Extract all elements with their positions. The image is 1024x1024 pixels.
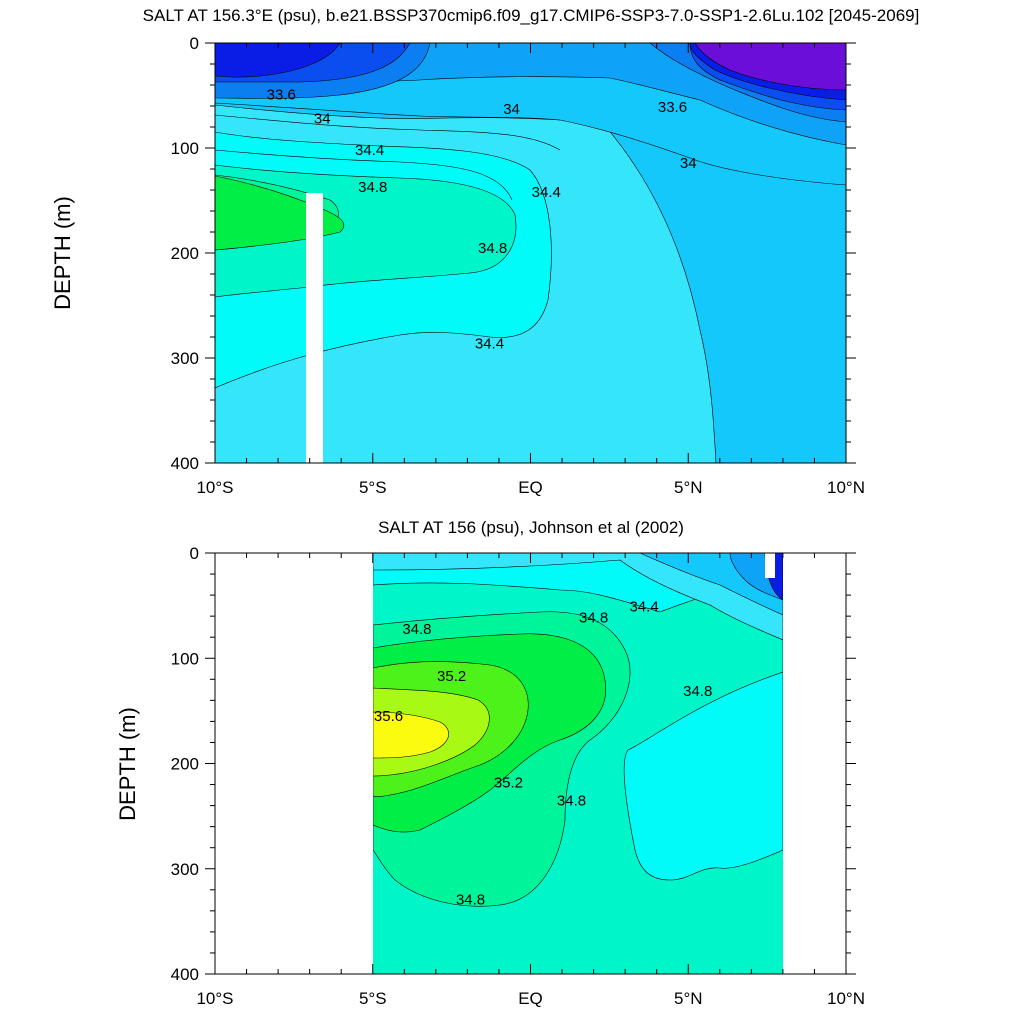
contour-label: 34.8 <box>579 609 608 626</box>
contour-label: 34.4 <box>475 335 504 352</box>
y-tick-label: 0 <box>190 544 199 563</box>
bottom-contour-labels: 34.8 34.8 34.4 34.8 35.2 35.6 35.2 34.8 34.8 <box>374 599 712 909</box>
y-tick-label: 200 <box>171 244 199 263</box>
top-axes: 10°S 5°S EQ 5°N 10°N 0 100 200 300 400 <box>171 34 865 497</box>
contour-label: 34 <box>680 155 697 172</box>
contour-label: 34 <box>503 101 520 118</box>
top-contour-labels: 33.6 33.6 34 34 34 34.4 34.4 34.4 34.8 34.8 <box>267 87 697 353</box>
salinity-band-33-4 <box>215 43 846 111</box>
y-tick-label: 200 <box>171 755 199 774</box>
x-tick-label: 5°N <box>674 989 703 1008</box>
contour-label: 34.8 <box>478 240 507 257</box>
contour-label: 34.8 <box>358 179 387 196</box>
missing-data-column <box>306 193 323 463</box>
x-tick-label: 10°N <box>827 989 865 1008</box>
contour-label: 33.6 <box>658 99 687 116</box>
missing-data-notch <box>765 553 775 578</box>
salinity-band-35-8 <box>373 711 449 759</box>
x-tick-label: EQ <box>518 989 543 1008</box>
top-contour-fill <box>215 43 846 463</box>
top-title: SALT AT 156.3°E (psu), b.e21.BSSP370cmip… <box>143 6 920 25</box>
y-tick-label: 300 <box>171 860 199 879</box>
contour-label: 34.8 <box>456 891 485 908</box>
contour-label: 34.8 <box>683 683 712 700</box>
bottom-panel: SALT AT 156 (psu), Johnson et al (2002) … <box>115 518 865 1008</box>
x-tick-label: 5°S <box>359 989 387 1008</box>
y-tick-label: 0 <box>190 34 199 53</box>
y-tick-label: 100 <box>171 139 199 158</box>
bottom-title: SALT AT 156 (psu), Johnson et al (2002) <box>378 518 684 537</box>
x-tick-label: 5°S <box>359 478 387 497</box>
y-tick-label: 400 <box>171 965 199 984</box>
contour-label: 35.2 <box>437 668 466 685</box>
contour-label: 35.6 <box>374 708 403 725</box>
contour-label: 34 <box>314 111 331 128</box>
y-tick-label: 400 <box>171 454 199 473</box>
x-tick-label: 5°N <box>674 478 703 497</box>
top-panel: SALT AT 156.3°E (psu), b.e21.BSSP370cmip… <box>50 6 919 497</box>
bottom-contour-fill <box>373 553 783 974</box>
x-tick-label: 10°S <box>196 478 233 497</box>
x-tick-label: 10°S <box>196 989 233 1008</box>
bottom-ylabel: DEPTH (m) <box>115 707 140 821</box>
bottom-axes: 10°S 5°S EQ 5°N 10°N 0 100 200 300 400 <box>171 544 865 1008</box>
contour-label: 35.2 <box>494 774 523 791</box>
y-tick-label: 100 <box>171 649 199 668</box>
contour-label: 34.4 <box>355 142 384 159</box>
contour-label: 34.4 <box>532 184 561 201</box>
contour-label: 34.4 <box>629 599 658 616</box>
x-tick-label: 10°N <box>827 478 865 497</box>
x-tick-label: EQ <box>518 478 543 497</box>
contour-label: 34.8 <box>557 792 586 809</box>
top-ylabel: DEPTH (m) <box>50 196 75 310</box>
salinity-band-33-0 <box>694 43 846 91</box>
salinity-band-34-6 <box>373 553 783 881</box>
salinity-band-34-4 <box>373 553 783 641</box>
contour-label: 34.8 <box>402 621 431 638</box>
contour-label: 33.6 <box>267 87 296 104</box>
y-tick-label: 300 <box>171 349 199 368</box>
